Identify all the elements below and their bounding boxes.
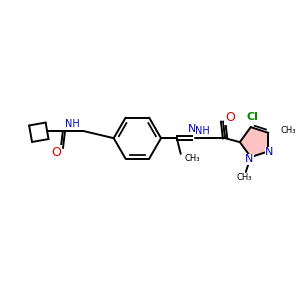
Text: O: O bbox=[225, 111, 235, 124]
Text: CH₃: CH₃ bbox=[280, 126, 296, 135]
Text: Cl: Cl bbox=[247, 112, 259, 122]
Text: N: N bbox=[244, 154, 253, 164]
Text: CH₃: CH₃ bbox=[236, 173, 252, 182]
Text: CH₃: CH₃ bbox=[185, 154, 200, 164]
Text: N: N bbox=[188, 124, 197, 134]
Text: O: O bbox=[51, 146, 61, 159]
Text: N: N bbox=[265, 147, 274, 158]
Text: NH: NH bbox=[65, 119, 80, 129]
Polygon shape bbox=[240, 127, 268, 157]
Text: NH: NH bbox=[195, 126, 210, 136]
